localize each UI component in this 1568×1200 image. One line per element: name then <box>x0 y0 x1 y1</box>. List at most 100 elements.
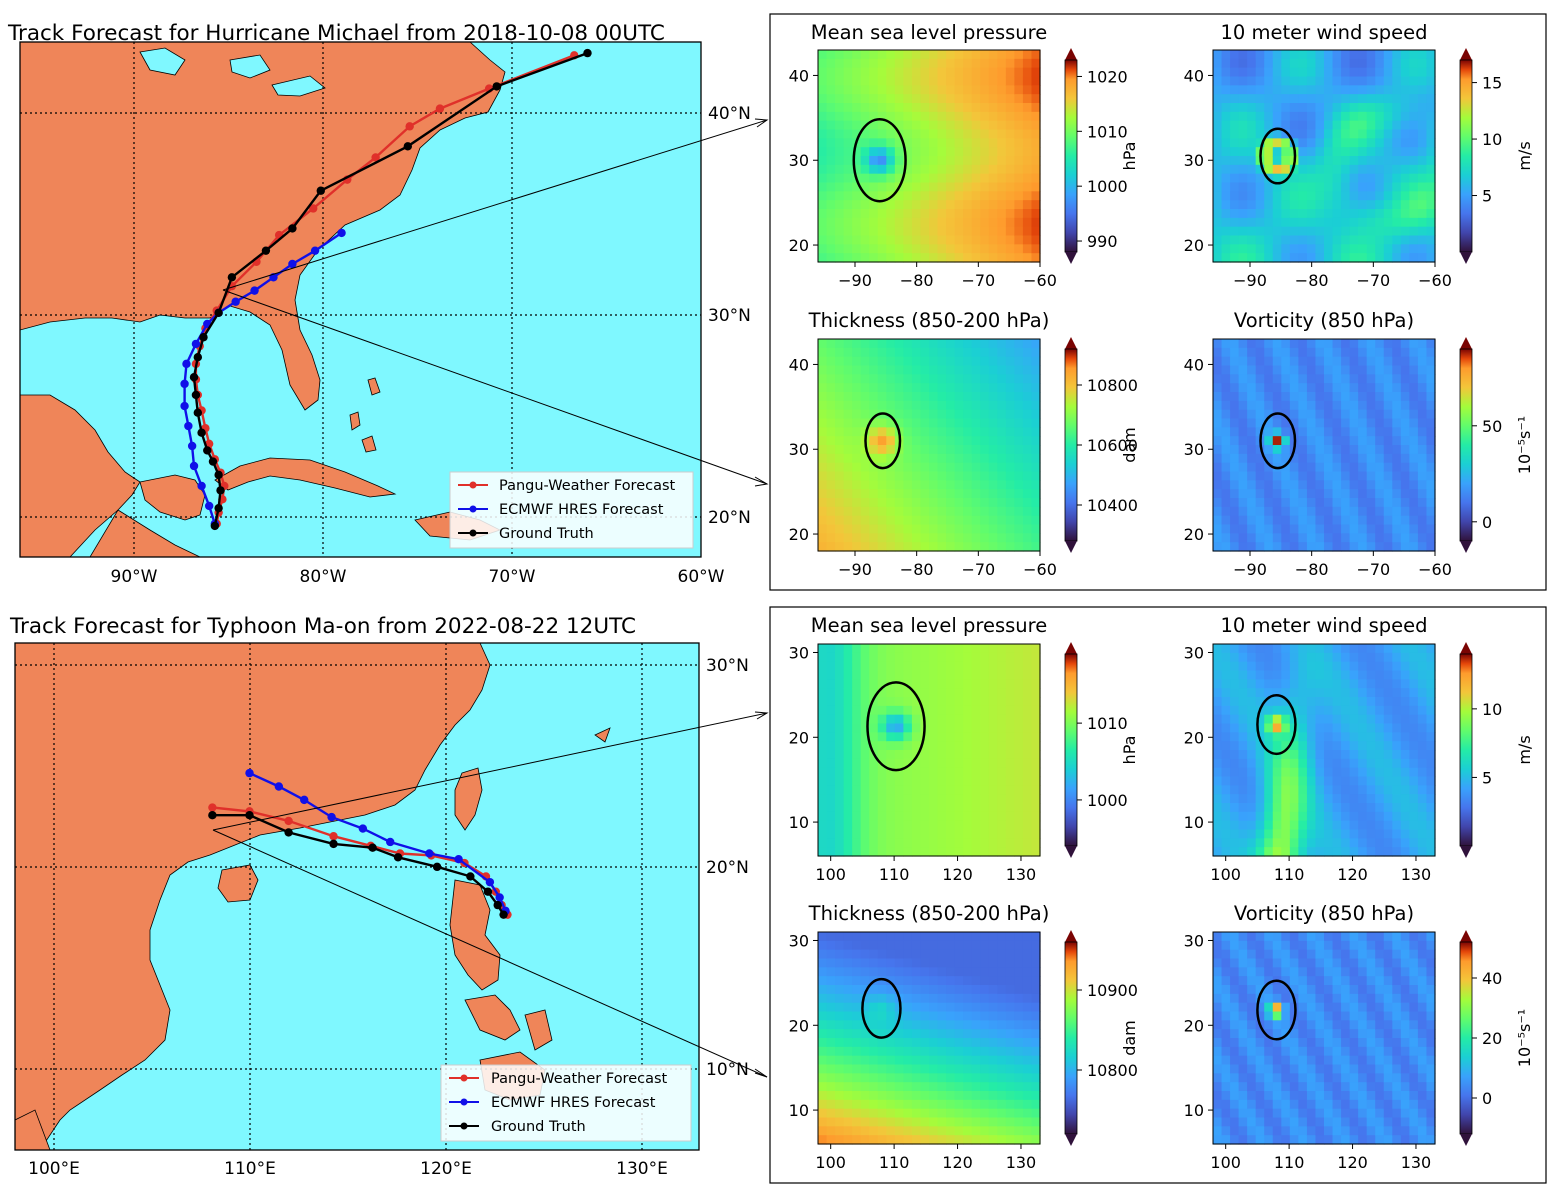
heatmap-panel-3: Thickness (850-200 hPa) −90 −80 −70 −60 40 30 2… <box>789 309 1139 579</box>
track-point <box>193 353 203 362</box>
heatmap-ytick: 20 <box>789 1016 809 1035</box>
track-point <box>227 273 237 282</box>
heatmap-cells-3 <box>818 339 1041 552</box>
storm-circle-2 <box>1259 127 1297 185</box>
track-point <box>309 204 318 213</box>
map-b-title: Track Forecast for Typhoon Ma-on from 20… <box>9 614 636 639</box>
map-typhoon-ma-on: Track Forecast for Typhoon Ma-on from 20… <box>9 614 749 1179</box>
track-point <box>284 828 293 837</box>
track-point <box>288 259 297 269</box>
heatmap-title-6: 10 meter wind speed <box>1220 614 1427 637</box>
map-b-legend-pangu: Pangu-Weather Forecast <box>491 1071 668 1087</box>
track-point <box>393 853 403 862</box>
heatmap-xtick: 120 <box>1337 1153 1368 1172</box>
heatmap-frame-8 <box>1212 931 1436 1145</box>
heatmap-panel-2: 10 meter wind speed −90 −80 −70 −60 40 30 20 15 1… <box>1184 21 1534 290</box>
heatmap-ytick: 40 <box>789 355 809 374</box>
heatmap-xtick: 130 <box>1006 1153 1037 1172</box>
colorbar-max-arrow <box>1460 337 1472 349</box>
heatmap-cells-7 <box>818 932 1041 1145</box>
map-a-legend: Pangu-Weather Forecast ECMWF HRES Foreca… <box>449 471 694 549</box>
colorbar-tick: 10600 <box>1087 436 1138 455</box>
colorbar-tick: 5 <box>1482 768 1492 787</box>
track-point <box>189 461 199 471</box>
heatmap-ytick: 20 <box>1184 1016 1204 1035</box>
track-point <box>483 887 493 896</box>
heatmap-title-8: Vorticity (850 hPa) <box>1234 902 1414 925</box>
heatmap-xtick: 110 <box>1274 1153 1305 1172</box>
panel-box-ma-on <box>769 606 1547 1184</box>
map-a-xtick-1: 90°W <box>111 567 158 587</box>
heatmap-title-5: Mean sea level pressure <box>811 614 1047 637</box>
track-point <box>197 428 206 437</box>
heatmap-xtick: −70 <box>1356 560 1390 579</box>
land-asia-mainland <box>15 643 491 1150</box>
track-point <box>182 359 191 369</box>
arrow-michael-top <box>222 119 768 291</box>
colorbar-tick: 0 <box>1482 513 1492 532</box>
track-point <box>432 862 442 872</box>
heatmap-xtick: −90 <box>1233 560 1267 579</box>
track-point <box>214 503 223 513</box>
map-b-ytick-1: 30°N <box>706 656 749 676</box>
colorbar-label-8: 10⁻⁵s⁻¹ <box>1515 1009 1534 1067</box>
track-point <box>203 446 212 455</box>
map-a-legend-pangu: Pangu-Weather Forecast <box>499 478 676 494</box>
heatmap-xtick: −90 <box>838 560 872 579</box>
storm-circle-6 <box>1256 694 1297 756</box>
heatmap-ytick: 20 <box>1184 236 1204 255</box>
map-b-ytick-2: 20°N <box>706 858 749 878</box>
track-point <box>466 872 475 881</box>
colorbar-tick: 15 <box>1482 74 1502 93</box>
land-north-america <box>20 42 506 411</box>
heatmap-cells-5 <box>818 644 1041 857</box>
heatmap-cells-8 <box>1213 932 1436 1145</box>
track-point <box>214 308 223 318</box>
colorbar-tick: 50 <box>1482 417 1502 436</box>
heatmap-xtick: −80 <box>1295 560 1329 579</box>
arrow-maon-bottom <box>212 829 768 1078</box>
track-point <box>492 82 501 91</box>
connector-arrows <box>212 118 769 1078</box>
track-point <box>454 854 463 864</box>
heatmap-frame-4 <box>1212 338 1436 552</box>
track-point <box>184 421 193 431</box>
colorbar-min-arrow <box>1460 1134 1472 1146</box>
storm-circle-5 <box>866 681 926 772</box>
heatmap-xtick: −60 <box>1023 271 1057 290</box>
colorbar-min-arrow <box>1065 541 1077 553</box>
colorbar-tick: 1020 <box>1087 67 1128 86</box>
arrow-maon-top <box>212 712 768 831</box>
colorbar-min-arrow <box>1460 541 1472 553</box>
storm-circle-7 <box>861 977 902 1039</box>
heatmap-frame-1 <box>817 49 1041 263</box>
heatmap-panel-5: Mean sea level pressure 100 110 120 130 30 20 1… <box>789 614 1139 884</box>
track-point <box>250 286 259 295</box>
heatmap-ytick: 20 <box>789 236 809 255</box>
track-point <box>191 390 201 400</box>
map-b-xtick-2: 110°E <box>224 1159 276 1179</box>
map-hurricane-michael: Track Forecast for Hurricane Michael fro… <box>7 21 751 587</box>
heatmap-title-3: Thickness (850-200 hPa) <box>808 309 1050 332</box>
track-point <box>368 843 377 852</box>
heatmap-ytick: 20 <box>789 728 809 747</box>
track-point <box>485 877 495 887</box>
colorbar-label-1: hPa <box>1120 142 1139 171</box>
colorbar-1 <box>1064 59 1078 253</box>
heatmap-xtick: −80 <box>900 560 934 579</box>
track-point <box>197 481 206 491</box>
map-a-tracks <box>180 48 592 531</box>
track-point <box>199 333 208 342</box>
map-b-legend: Pangu-Weather Forecast ECMWF HRES Foreca… <box>440 1064 692 1142</box>
land-taiwan <box>454 767 483 831</box>
colorbar-6 <box>1459 653 1473 847</box>
land-luzon <box>449 879 501 991</box>
land-visayas <box>464 994 553 1051</box>
track-point <box>193 408 203 417</box>
heatmap-xtick: −70 <box>1356 271 1390 290</box>
heatmap-xtick: 130 <box>1401 1153 1432 1172</box>
colorbar-8 <box>1459 941 1473 1135</box>
heatmap-title-7: Thickness (850-200 hPa) <box>808 902 1050 925</box>
heatmap-xtick: 100 <box>815 1153 846 1172</box>
colorbar-min-arrow <box>1065 1134 1077 1146</box>
